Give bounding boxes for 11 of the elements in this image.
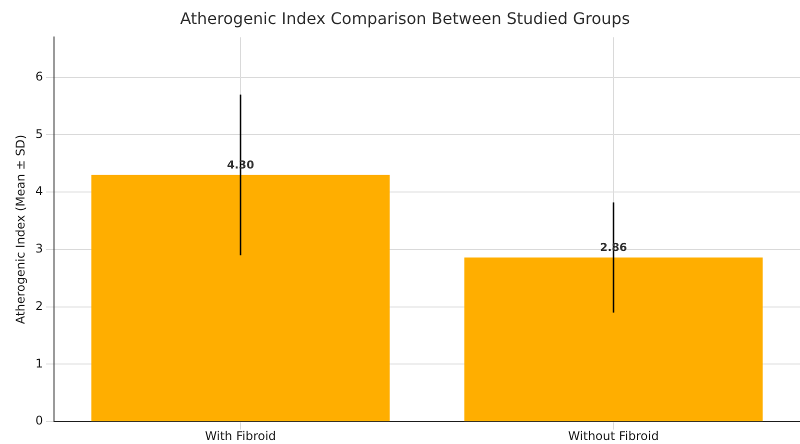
y-tick-label: 6 [35,69,44,84]
y-tick-label: 1 [35,356,44,370]
y-tick-label: 0 [35,414,44,428]
chart-title: Atherogenic Index Comparison Between Studied Groups [180,8,630,28]
y-axis-title: Atherogenic Index (Mean ± SD) [13,134,28,324]
x-tick-label: With Fibroid [205,428,276,443]
y-tick-label: 3 [35,242,44,256]
y-tick-label: 5 [35,126,44,141]
y-tick-label: 2 [35,298,44,313]
x-tick-label: Without Fibroid [568,428,659,443]
y-tick-label: 4 [35,184,44,198]
